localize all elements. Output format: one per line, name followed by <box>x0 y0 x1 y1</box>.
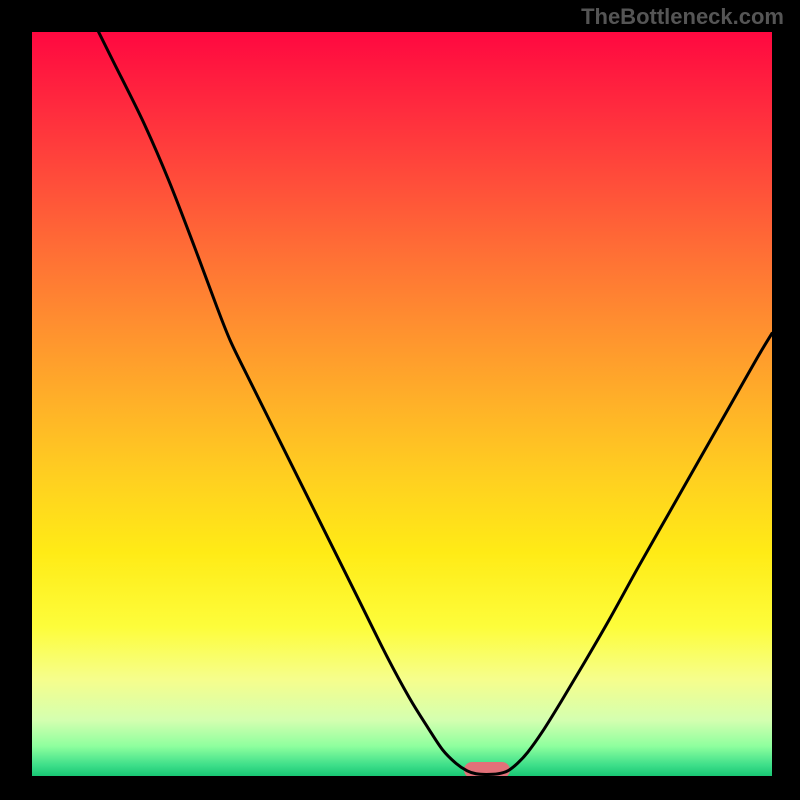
plot-frame <box>32 32 772 776</box>
bottleneck-marker <box>464 762 510 776</box>
plot-area <box>32 32 772 776</box>
curve-path <box>99 32 772 775</box>
watermark-text: TheBottleneck.com <box>581 4 784 30</box>
bottleneck-curve <box>32 32 772 776</box>
chart-root: TheBottleneck.com <box>0 0 800 800</box>
